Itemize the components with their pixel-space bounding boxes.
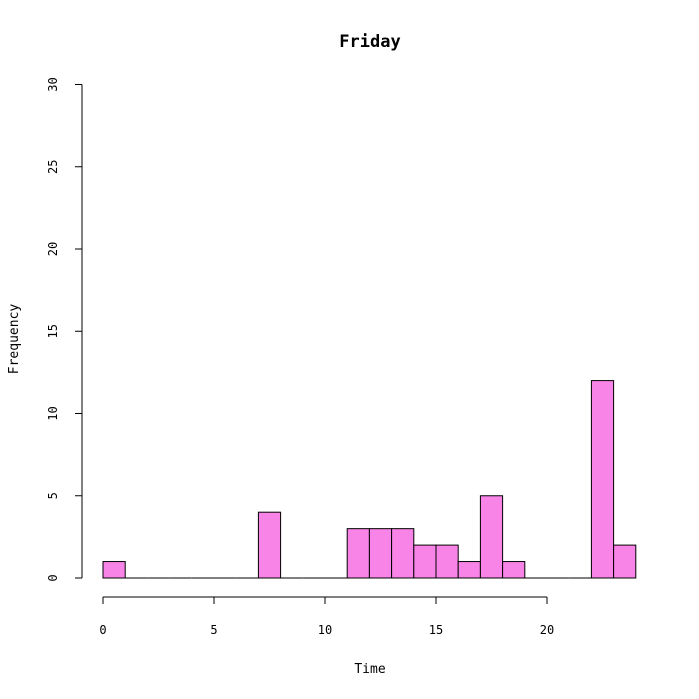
- x-tick-label-20: 20: [540, 623, 554, 637]
- histogram-bar-23: [613, 544, 637, 579]
- x-tick-label-15: 15: [429, 623, 443, 637]
- histogram-bar-22: [590, 380, 615, 579]
- histogram-bar-16: [457, 561, 481, 579]
- y-tick-label-5: 5: [46, 492, 60, 499]
- histogram-bar-0: [102, 561, 126, 579]
- histogram-bar-13: [391, 528, 415, 579]
- y-tick-label-15: 15: [46, 324, 60, 338]
- y-tick-label-0: 0: [46, 574, 60, 581]
- x-tick-label-10: 10: [318, 623, 332, 637]
- chart-title: Friday: [339, 32, 400, 52]
- y-axis: 0 5 10 15 20 25 30: [46, 77, 83, 582]
- y-tick-label-10: 10: [46, 406, 60, 420]
- bars-group: [102, 380, 637, 579]
- histogram-bar-12: [368, 528, 393, 579]
- x-tick-label-0: 0: [99, 623, 106, 637]
- x-axis: 0 5 10 15 20: [99, 596, 554, 637]
- histogram-bar-17: [479, 495, 504, 579]
- y-axis-label: Frequency: [7, 304, 22, 375]
- y-tick-label-30: 30: [46, 77, 60, 91]
- x-tick-label-5: 5: [210, 623, 217, 637]
- x-axis-label: Time: [354, 662, 385, 677]
- y-tick-label-25: 25: [46, 160, 60, 174]
- y-tick-label-20: 20: [46, 242, 60, 256]
- histogram-bar-11: [346, 528, 370, 579]
- histogram-bar-15: [435, 544, 459, 579]
- histogram-bar-18: [502, 561, 526, 579]
- histogram-bar-7: [257, 511, 282, 579]
- histogram-bar-14: [413, 544, 437, 579]
